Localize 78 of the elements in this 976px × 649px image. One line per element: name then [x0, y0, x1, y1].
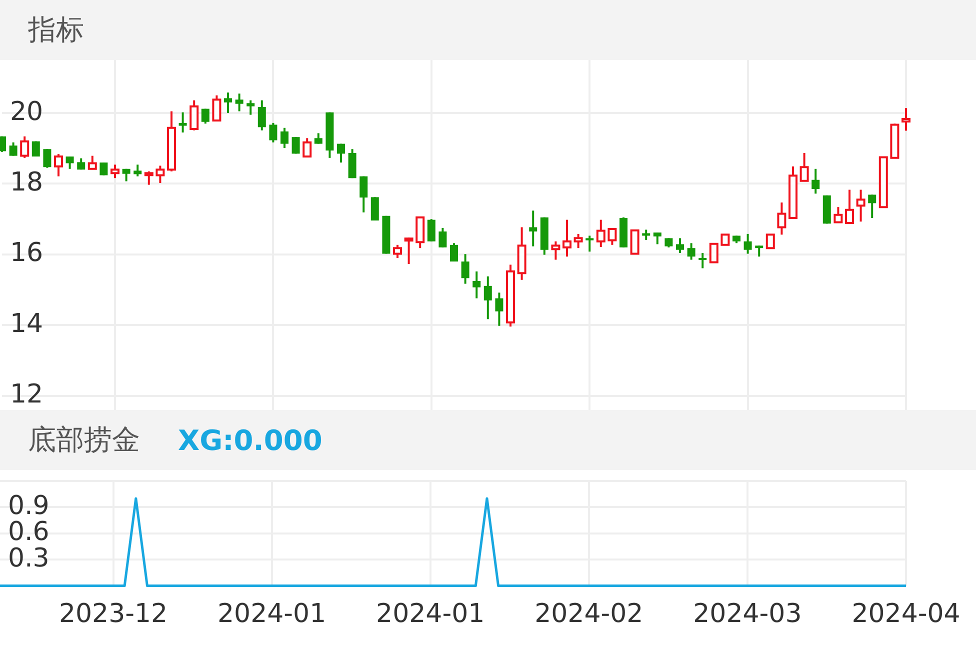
candlestick — [777, 201, 786, 236]
x-tick-label: 2024-01 — [376, 599, 485, 630]
y-tick-label: 12 — [10, 380, 44, 410]
text: XG:0.000 — [178, 424, 322, 456]
candlestick — [596, 218, 606, 248]
y-tick-label: 18 — [10, 167, 44, 198]
y-tick-label: 16 — [10, 238, 44, 268]
candlestick — [800, 152, 809, 182]
x-tick-label: 2024-02 — [534, 599, 644, 630]
candlestick — [54, 153, 63, 178]
candlestick — [201, 108, 210, 125]
candlestick — [902, 107, 910, 132]
candlestick — [134, 164, 142, 178]
candlestick — [156, 164, 165, 184]
candlestick — [110, 164, 120, 180]
candlestick — [766, 234, 775, 250]
candlestick — [856, 188, 866, 223]
candlestick — [868, 194, 876, 220]
x-tick-label: 2023-12 — [58, 599, 168, 630]
candlestick — [698, 252, 707, 270]
chart-title: 指标 — [28, 12, 84, 48]
candlestick — [100, 162, 108, 176]
candlestick — [653, 232, 662, 246]
candlestick — [676, 237, 684, 254]
candlestick — [360, 175, 368, 214]
candlestick — [178, 111, 187, 134]
candlestick — [586, 234, 594, 253]
candlestick — [438, 226, 447, 248]
candlestick — [574, 232, 583, 250]
candlestick — [269, 122, 278, 144]
candlestick — [393, 244, 402, 259]
candlestick — [43, 148, 52, 169]
candlestick — [495, 292, 504, 327]
candlestick — [845, 188, 854, 225]
candlestick — [461, 253, 470, 285]
candlestick — [258, 99, 266, 132]
candlestick — [224, 92, 232, 114]
candlestick — [292, 136, 300, 155]
candlestick — [370, 196, 379, 222]
candlestick — [709, 242, 718, 264]
candlestick — [484, 275, 492, 320]
candlestick — [744, 232, 752, 255]
x-tick-label: 2024-01 — [217, 599, 326, 630]
candlestick — [404, 236, 414, 265]
y-tick-label: 14 — [10, 308, 44, 339]
candlestick — [66, 156, 74, 170]
candlestick — [664, 237, 673, 248]
y-tick-label: 20 — [10, 96, 44, 127]
candlestick — [720, 234, 730, 246]
candlestick — [812, 168, 820, 195]
candlestick — [630, 229, 640, 255]
candlestick — [190, 99, 199, 132]
candlestick — [450, 242, 458, 263]
candlestick — [834, 206, 843, 224]
x-tick-label: 2024-03 — [693, 599, 802, 630]
x-tick-label: 2024-04 — [852, 599, 960, 630]
candlestick — [9, 141, 18, 157]
candlestick — [562, 218, 572, 258]
candlestick — [212, 94, 222, 122]
candlestick — [687, 242, 696, 261]
candlestick — [20, 135, 30, 159]
candlestick — [88, 154, 97, 171]
candlestick — [529, 210, 538, 248]
candlestick — [427, 218, 436, 242]
candlestick — [144, 170, 154, 186]
candlestick — [337, 142, 345, 164]
candlestick — [755, 244, 764, 258]
candlestick — [280, 126, 288, 150]
candlestick — [642, 228, 650, 241]
candlestick — [302, 137, 312, 158]
candlestick — [314, 132, 322, 145]
candlestick — [235, 92, 244, 112]
candlestick — [472, 270, 481, 300]
candlestick — [122, 168, 130, 182]
candlestick — [608, 228, 617, 246]
candlestick — [246, 99, 255, 116]
candlestick — [551, 240, 560, 261]
chart-title: 底部捞金 — [28, 422, 140, 458]
